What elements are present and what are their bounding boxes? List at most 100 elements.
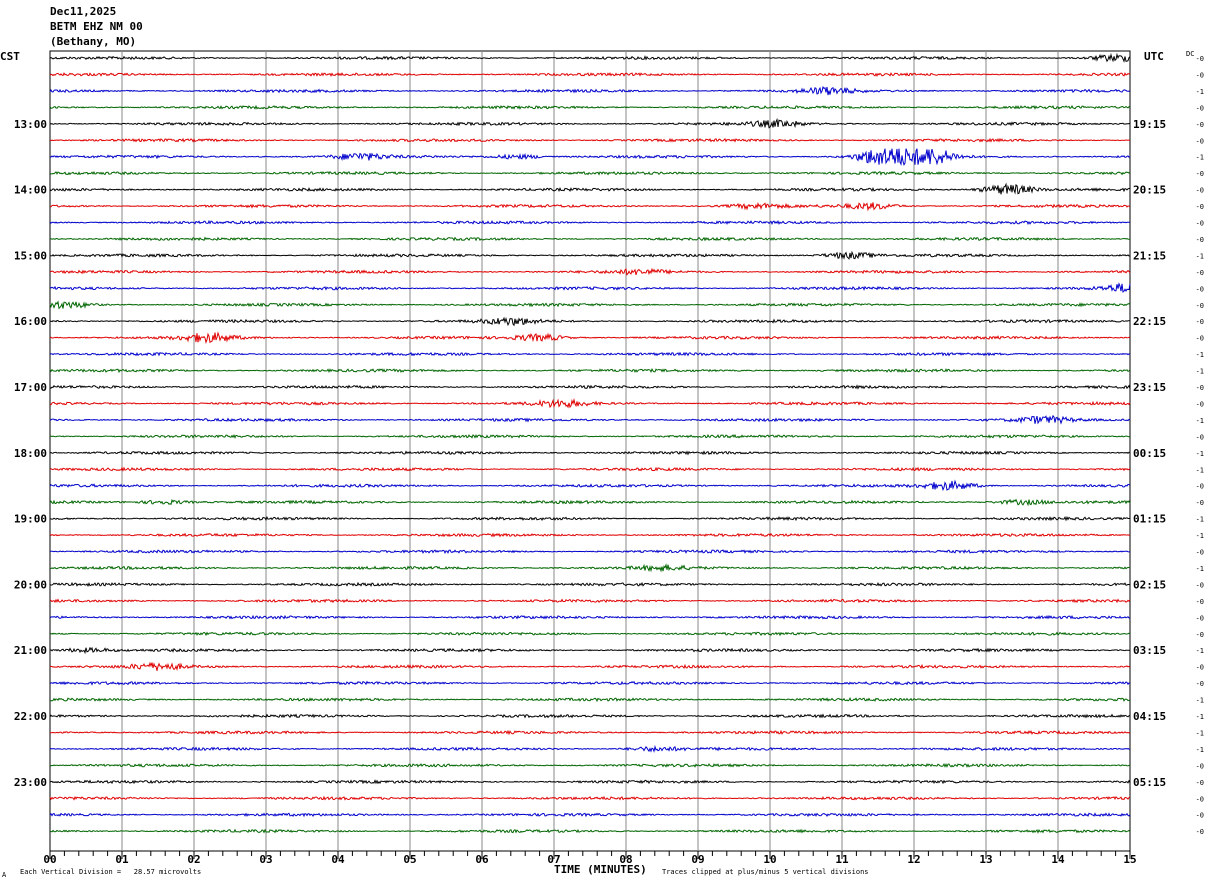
trace-29: [49, 532, 1130, 538]
trace-19: [49, 368, 1131, 374]
trace-43: [49, 762, 1131, 768]
dc-offset-label: -0: [1196, 71, 1204, 79]
x-tick-label: 03: [259, 853, 272, 866]
utc-hour-label: 03:15: [1133, 644, 1166, 657]
trace-18: [49, 351, 1131, 357]
dc-offset-label: -0: [1196, 335, 1204, 343]
logo-mark: A: [2, 871, 7, 879]
trace-6: [49, 148, 1131, 166]
x-tick-label: 07: [547, 853, 560, 866]
dc-header-label: DC: [1186, 50, 1195, 58]
trace-30: [49, 549, 1130, 555]
cst-hour-label: 17:00: [14, 381, 47, 394]
dc-offset-label: -0: [1196, 795, 1204, 803]
dc-offset-label: -0: [1196, 384, 1204, 392]
cst-hour-labels: 13:00 14:00 15:00 16:00 17:00 18:00 19:00 20:00…: [14, 118, 47, 789]
location-label: (Bethany, MO): [50, 35, 137, 48]
trace-47: [49, 828, 1131, 834]
dc-offset-label: -0: [1196, 137, 1204, 145]
trace-39: [49, 697, 1131, 703]
x-tick-label: 09: [691, 853, 704, 866]
dc-offset-label: -0: [1196, 121, 1204, 129]
dc-offset-label: -1: [1196, 713, 1204, 721]
utc-hour-label: 05:15: [1133, 776, 1166, 789]
dc-offset-label: -0: [1196, 499, 1204, 507]
dc-offset-label: -1: [1196, 351, 1204, 359]
trace-8: [49, 182, 1130, 195]
utc-hour-labels: 19:15 20:15 21:15 22:15 23:15 00:15 01:15 02:15…: [1133, 118, 1166, 789]
dc-offset-label: -1: [1196, 647, 1204, 655]
trace-13: [49, 267, 1131, 276]
trace-36: [49, 646, 1131, 655]
x-tick-label: 11: [835, 853, 849, 866]
seismic-traces: [49, 52, 1131, 834]
dc-offset-labels: -0 -0 -1 -0 -0 -0 -1 -0 -0 -0 -0 -0 -1 -0 -0 -0 -0 -0 -1 -1…: [1196, 55, 1204, 836]
trace-26: [49, 479, 1131, 492]
dc-offset-label: -0: [1196, 55, 1204, 63]
dc-offset-label: -0: [1196, 549, 1204, 557]
x-tick-label: 12: [907, 853, 920, 866]
x-tick-label: 10: [763, 853, 776, 866]
dc-offset-label: -1: [1196, 746, 1204, 754]
dc-offset-label: -1: [1196, 88, 1204, 96]
dc-offset-label: -1: [1196, 154, 1204, 162]
trace-32: [49, 581, 1131, 588]
trace-34: [49, 614, 1131, 620]
dc-offset-label: -1: [1196, 729, 1204, 737]
dc-offset-label: -0: [1196, 433, 1204, 441]
utc-hour-label: 02:15: [1133, 578, 1166, 591]
x-tick-label: 14: [1051, 853, 1065, 866]
dc-offset-label: -1: [1196, 368, 1204, 376]
utc-timezone-label: UTC: [1144, 50, 1164, 63]
station-label: BETM EHZ NM 00: [50, 20, 143, 33]
x-tick-label: 02: [187, 853, 200, 866]
dc-offset-label: -0: [1196, 269, 1204, 277]
trace-23: [49, 433, 1130, 439]
utc-hour-label: 23:15: [1133, 381, 1166, 394]
trace-35: [49, 631, 1131, 637]
cst-hour-label: 15:00: [14, 249, 47, 262]
clip-note: Traces clipped at plus/minus 5 vertical …: [662, 868, 869, 876]
dc-offset-label: -0: [1196, 220, 1204, 228]
dc-offset-label: -1: [1196, 565, 1204, 573]
dc-offset-label: -1: [1196, 450, 1204, 458]
trace-42: [49, 744, 1130, 753]
utc-hour-label: 20:15: [1133, 184, 1166, 197]
cst-hour-label: 18:00: [14, 447, 47, 460]
x-tick-label: 04: [331, 853, 345, 866]
utc-hour-label: 00:15: [1133, 447, 1166, 460]
x-axis: 00 01 02 03 04 05 06 07 08 09 10 11 12 13 14 15: [43, 851, 1137, 866]
x-tick-label: 08: [619, 853, 632, 866]
dc-offset-label: -0: [1196, 170, 1204, 178]
x-tick-label: 13: [979, 853, 992, 866]
dc-offset-label: -0: [1196, 680, 1204, 688]
utc-hour-label: 04:15: [1133, 710, 1166, 723]
dc-offset-label: -0: [1196, 614, 1204, 622]
dc-offset-label: -1: [1196, 516, 1204, 524]
cst-hour-label: 20:00: [14, 578, 47, 591]
trace-3: [49, 104, 1131, 110]
cst-hour-label: 19:00: [14, 513, 47, 526]
dc-offset-label: -0: [1196, 236, 1204, 244]
trace-17: [49, 331, 1131, 344]
dc-offset-label: -0: [1196, 302, 1204, 310]
trace-22: [49, 414, 1131, 425]
trace-33: [49, 598, 1131, 604]
trace-2: [49, 85, 1131, 96]
dc-offset-label: -0: [1196, 318, 1204, 326]
dc-offset-label: -1: [1196, 697, 1204, 705]
dc-offset-label: -0: [1196, 779, 1204, 787]
dc-offset-label: -0: [1196, 483, 1204, 491]
dc-offset-label: -0: [1196, 203, 1204, 211]
trace-9: [49, 201, 1131, 212]
trace-28: [49, 515, 1131, 522]
x-axis-title: TIME (MINUTES): [554, 863, 647, 876]
utc-hour-label: 01:15: [1133, 513, 1166, 526]
trace-4: [49, 117, 1131, 129]
trace-1: [49, 72, 1131, 78]
trace-20: [49, 384, 1131, 390]
utc-hour-label: 21:15: [1133, 249, 1166, 262]
dc-offset-label: -1: [1196, 466, 1204, 474]
dc-offset-label: -0: [1196, 631, 1204, 639]
